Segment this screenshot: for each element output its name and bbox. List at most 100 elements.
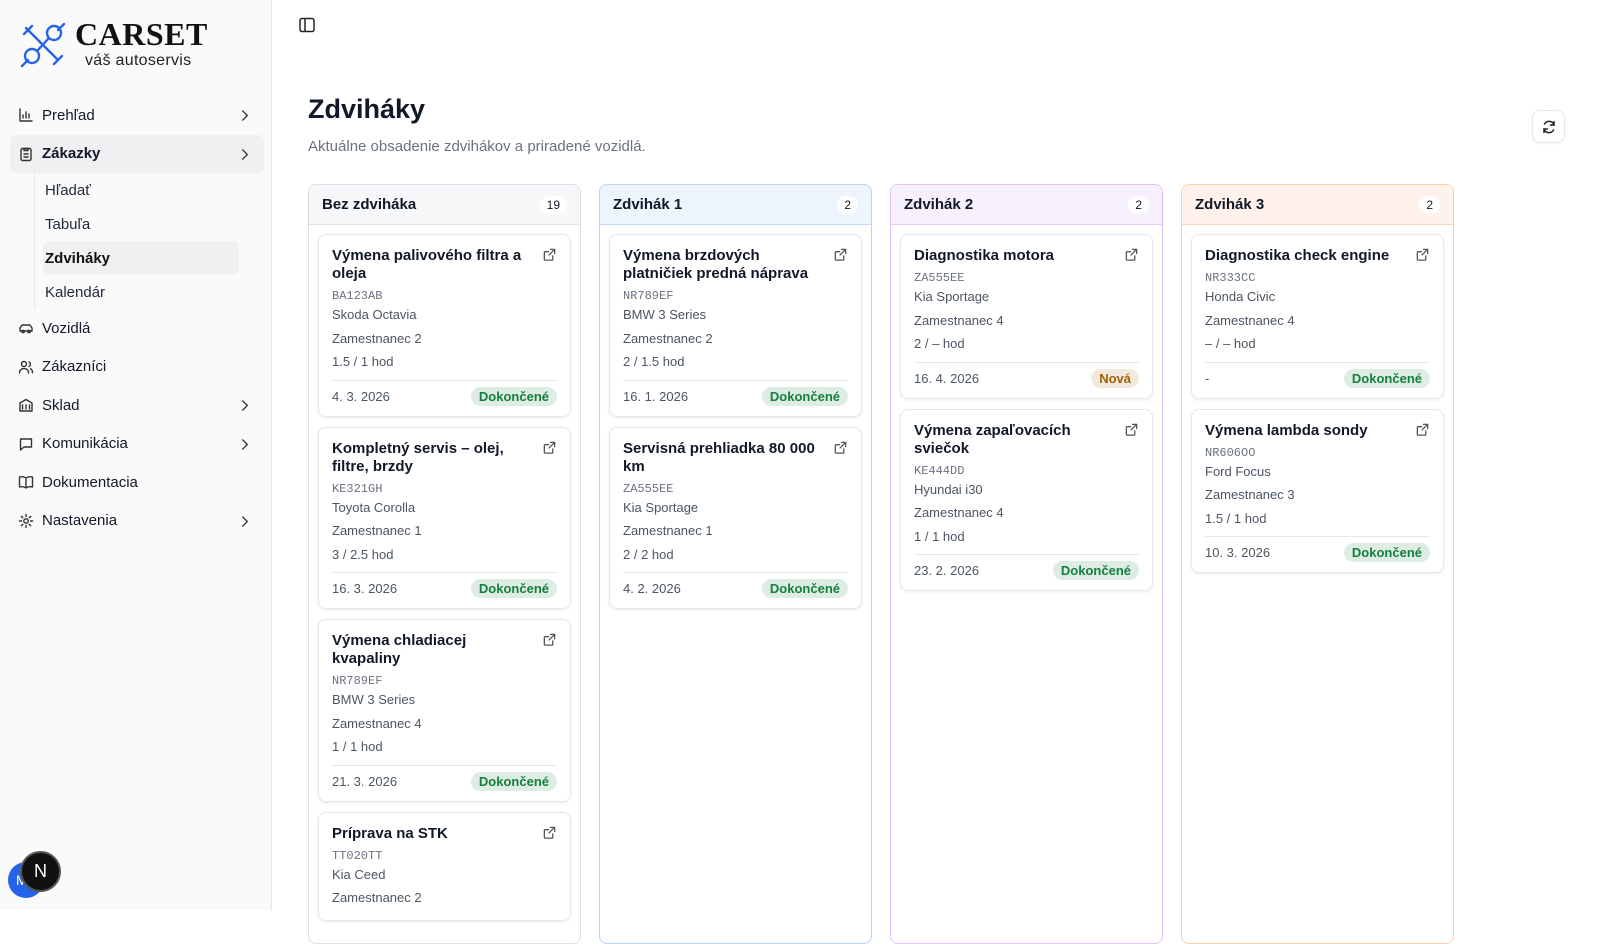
- card-footer: 16. 3. 2026 Dokončené: [332, 572, 557, 598]
- open-link[interactable]: [1124, 422, 1139, 437]
- card-top: Výmena chladiacej kvapaliny: [332, 632, 557, 668]
- open-link[interactable]: [1415, 247, 1430, 262]
- job-card[interactable]: Výmena brzdových platničiek predná nápra…: [609, 234, 862, 417]
- status-badge: Dokončené: [1343, 543, 1430, 562]
- dev-badge[interactable]: N: [20, 851, 61, 892]
- nav-item[interactable]: Vozidlá: [10, 309, 264, 348]
- date: 4. 3. 2026: [332, 388, 390, 404]
- date: 16. 3. 2026: [332, 581, 398, 596]
- open-link[interactable]: [542, 247, 557, 262]
- nav-label: Vozidlá: [42, 319, 91, 337]
- job-card[interactable]: Diagnostika motora ZA555EE Kia Sportage Zam…: [900, 234, 1153, 399]
- plate: KE321GH: [332, 481, 383, 496]
- page: CARSET váš autoservis Prehľad Zákazky Hľad…: [8, 0, 1565, 944]
- sidebar-toggle[interactable]: [298, 16, 316, 34]
- card-footer: 10. 3. 2026 Dokončené: [1205, 536, 1430, 562]
- status-badge: Nová: [1091, 368, 1139, 388]
- job-card[interactable]: Výmena palivového filtra a oleja BA123AB S…: [318, 234, 571, 417]
- card-top: Výmena zapaľovacích sviečok: [914, 422, 1139, 458]
- sub-nav-item[interactable]: Zdviháky: [43, 241, 239, 275]
- card-top: Príprava na STK: [332, 825, 557, 843]
- car: Honda Civic: [1205, 289, 1276, 304]
- card-top: Výmena lambda sondy: [1205, 422, 1430, 440]
- nav-item[interactable]: Komunikácia: [10, 425, 264, 464]
- nav-icon: [18, 513, 34, 528]
- card-top: Servisná prehliadka 80 000 km: [623, 440, 848, 476]
- card-footer: 16. 4. 2026 Nová: [914, 361, 1139, 388]
- open-link[interactable]: [542, 440, 557, 455]
- column-count: 2: [837, 195, 858, 214]
- status-badge: Dokončené: [761, 386, 848, 406]
- hours: 2 / 1.5 hod: [623, 354, 685, 369]
- refresh-button[interactable]: [1532, 110, 1565, 143]
- open-link[interactable]: [833, 440, 848, 455]
- card-list: Výmena brzdových platničiek predná nápra…: [600, 225, 871, 628]
- open-link[interactable]: [1415, 422, 1430, 437]
- nav-label: Sklad: [42, 396, 80, 414]
- open-link[interactable]: [1124, 247, 1139, 262]
- sub-nav-item[interactable]: Tabuľa: [45, 215, 91, 233]
- page-title: Zdviháky: [308, 94, 426, 124]
- nav-item[interactable]: Prehľad: [10, 96, 264, 135]
- status-badge: Dokončené: [1052, 561, 1139, 580]
- column-header: Zdvihák 2 2: [891, 185, 1162, 225]
- sub-nav-item[interactable]: Kalendár: [45, 283, 106, 301]
- card-footer: 21. 3. 2026 Dokončené: [332, 764, 557, 791]
- plate: KE444DD: [914, 463, 965, 478]
- job-card[interactable]: Výmena zapaľovacích sviečok KE444DD Hyunda…: [900, 408, 1153, 591]
- lift-column: Zdvihák 2 2 Diagnostika motora ZA555EE Kia S…: [890, 184, 1163, 944]
- employee: Zamestnanec 4: [1205, 312, 1295, 328]
- car: BMW 3 Series: [623, 307, 707, 322]
- sub-nav-item[interactable]: Hľadať: [45, 181, 91, 199]
- nav-icon: [18, 476, 34, 489]
- plate: NR789EF: [332, 674, 383, 688]
- nav-icon: [19, 437, 33, 451]
- date: 16. 1. 2026: [623, 388, 689, 404]
- column-count: 2: [1128, 195, 1149, 214]
- chevron: [241, 110, 248, 121]
- nav-item[interactable]: Nastavenia: [10, 502, 264, 541]
- card-list: Diagnostika check engine NR333CC Honda Civ…: [1182, 225, 1453, 592]
- open-link[interactable]: [542, 632, 557, 647]
- card-footer: 4. 3. 2026 Dokončené: [332, 379, 557, 406]
- employee: Zamestnanec 2: [332, 890, 422, 905]
- job-card[interactable]: Výmena lambda sondy NR606OO Ford Focus Zame…: [1191, 408, 1444, 573]
- date: 10. 3. 2026: [1205, 545, 1271, 560]
- column-count: 2: [1419, 195, 1440, 214]
- refresh-icon: [1542, 120, 1555, 133]
- employee: Zamestnanec 4: [332, 715, 422, 731]
- job-card[interactable]: Výmena chladiacej kvapaliny NR789EF BMW 3 …: [318, 619, 571, 802]
- plate: ZA555EE: [623, 481, 674, 496]
- job-card[interactable]: Kompletný servis – olej, filtre, brzdy KE…: [318, 426, 571, 609]
- plate: BA123AB: [332, 289, 383, 303]
- nav-item[interactable]: Sklad: [10, 386, 264, 425]
- card-title: Výmena lambda sondy: [1205, 421, 1368, 439]
- car: Ford Focus: [1205, 463, 1271, 479]
- nav-label: Dokumentacia: [42, 473, 138, 491]
- car: BMW 3 Series: [332, 692, 416, 707]
- column-title: Zdvihák 1: [613, 196, 683, 213]
- date: 4. 2. 2026: [623, 581, 681, 596]
- nav-icon: [18, 360, 34, 374]
- open-link[interactable]: [542, 825, 557, 840]
- nav-icon: [19, 324, 33, 334]
- date: 23. 2. 2026: [914, 563, 980, 578]
- plate: ZA555EE: [914, 271, 965, 285]
- status-badge: Dokončené: [470, 771, 557, 791]
- chevron: [241, 515, 248, 527]
- job-card[interactable]: Diagnostika check engine NR333CC Honda Civ…: [1191, 234, 1444, 399]
- nav-label: Nastavenia: [42, 512, 118, 530]
- job-card[interactable]: Príprava na STK TT020TT Kia Ceed Zamestnane…: [318, 811, 571, 921]
- job-card[interactable]: Servisná prehliadka 80 000 km ZA555EE Kia …: [609, 426, 862, 609]
- hours: 1.5 / 1 hod: [1205, 510, 1267, 526]
- hours: 3 / 2.5 hod: [332, 546, 394, 562]
- nav-item[interactable]: Zákazky: [10, 134, 264, 173]
- car: Hyundai i30: [914, 481, 983, 497]
- open-link[interactable]: [833, 247, 848, 262]
- status-badge: Dokončené: [1343, 368, 1430, 388]
- card-title: Diagnostika motora: [914, 247, 1055, 264]
- card-title: Kompletný servis – olej, filtre, brzdy: [332, 439, 504, 475]
- nav-item[interactable]: Zákazníci: [10, 348, 264, 387]
- nav-item[interactable]: Dokumentacia: [10, 463, 264, 502]
- employee: Zamestnanec 2: [332, 330, 422, 346]
